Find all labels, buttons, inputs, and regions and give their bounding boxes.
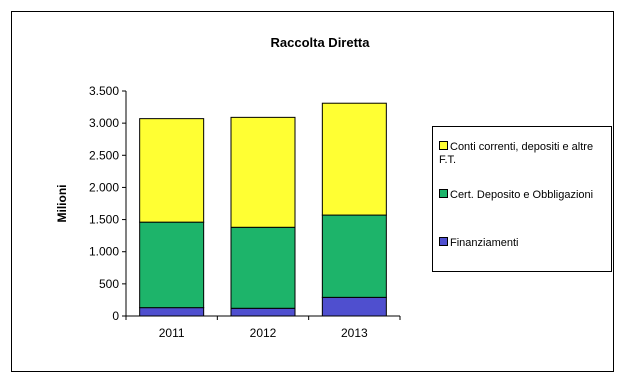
y-tick-label: 3.500 bbox=[89, 84, 119, 98]
y-tick-label: 2.000 bbox=[89, 180, 119, 194]
bar-segment bbox=[139, 118, 205, 223]
legend-item-finanziamenti: Finanziamenti bbox=[439, 237, 605, 250]
legend-label-conti: Conti correnti, depositi e altre F.T. bbox=[439, 141, 594, 166]
legend: Conti correnti, depositi e altre F.T. Ce… bbox=[432, 126, 612, 272]
legend-item-conti: Conti correnti, depositi e altre F.T. bbox=[439, 141, 605, 167]
y-tick-label: 2.500 bbox=[89, 148, 119, 162]
legend-swatch-finanziamenti bbox=[439, 237, 448, 246]
bar-segment bbox=[230, 307, 296, 317]
legend-label-cert: Cert. Deposito e Obbligazioni bbox=[450, 189, 594, 201]
legend-swatch-cert bbox=[439, 189, 448, 198]
bar-segment bbox=[321, 214, 387, 298]
y-tick-label: 1.500 bbox=[89, 213, 119, 227]
bar-segment bbox=[321, 102, 387, 216]
x-tick-label: 2011 bbox=[159, 326, 185, 340]
bar-segment bbox=[321, 296, 387, 317]
legend-swatch-conti bbox=[439, 141, 448, 150]
y-tick-label: 500 bbox=[99, 277, 119, 291]
legend-label-finanziamenti: Finanziamenti bbox=[450, 237, 519, 249]
y-tick-label: 0 bbox=[112, 309, 119, 323]
legend-item-cert: Cert. Deposito e Obbligazioni bbox=[439, 189, 605, 202]
x-tick-label: 2012 bbox=[250, 326, 277, 340]
y-tick-label: 3.000 bbox=[89, 116, 119, 130]
bar-segment bbox=[230, 116, 296, 228]
y-axis-label: Milioni bbox=[55, 185, 69, 223]
bar-segment bbox=[139, 307, 205, 317]
y-tick-label: 1.000 bbox=[89, 245, 119, 259]
bar-segment bbox=[139, 221, 205, 309]
bar-segment bbox=[230, 226, 296, 309]
x-tick-label: 2013 bbox=[341, 326, 368, 340]
chart-title: Raccolta Diretta bbox=[271, 35, 371, 50]
